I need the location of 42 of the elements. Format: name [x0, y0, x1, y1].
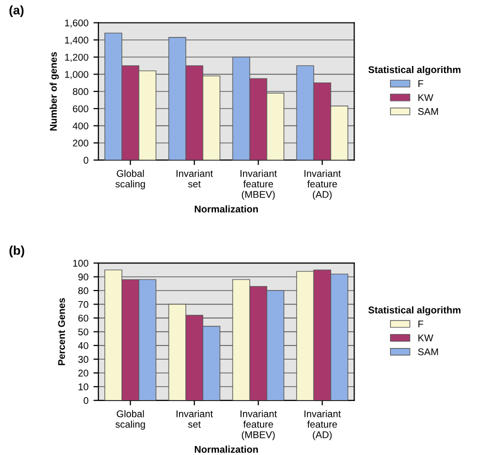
- y-tick-label: 30: [78, 356, 88, 363]
- y-tick-label: 60: [78, 314, 88, 322]
- y-tick-label: 600: [72, 105, 88, 112]
- legend-label: SAM: [418, 348, 438, 356]
- y-tick-label: 10: [78, 383, 88, 390]
- y-tick-label: 400: [72, 122, 88, 130]
- x-tick-label: Invariant set: [176, 410, 213, 428]
- x-tick-label: Invariant feature (MBEV): [240, 410, 277, 440]
- y-tick-label: 1,600: [65, 19, 88, 28]
- y-tick-label: 40: [78, 342, 88, 350]
- chart-title: (a): [9, 5, 24, 18]
- legend-title: Statistical algorithm: [368, 66, 460, 76]
- legend-label: F: [418, 320, 424, 328]
- legend-label: KW: [418, 334, 434, 342]
- x-tick-label: Invariant set: [176, 170, 213, 188]
- legend-label: SAM: [418, 108, 438, 115]
- y-tick-label: 80: [78, 287, 88, 294]
- x-tick-label: Global scaling: [116, 410, 145, 430]
- y-tick-label: 1,400: [65, 36, 88, 45]
- y-tick-label: 20: [78, 370, 88, 377]
- y-tick-label: 0: [84, 156, 88, 164]
- y-tick-label: 800: [72, 88, 88, 96]
- chart-title: (b): [9, 246, 24, 258]
- y-tick-label: 70: [78, 301, 88, 308]
- legend-label: F: [418, 80, 424, 87]
- x-tick-label: Global scaling: [116, 170, 145, 190]
- x-tick-label: Invariant feature (AD): [304, 170, 341, 200]
- y-tick-label: 90: [78, 274, 88, 280]
- x-axis-title: Normalization: [194, 446, 258, 453]
- x-tick-label: Invariant feature (MBEV): [240, 170, 277, 200]
- y-tick-label: 100: [73, 260, 88, 267]
- y-axis-title: Number of genes: [50, 52, 59, 130]
- y-tick-label: 0: [84, 397, 88, 404]
- x-tick-label: Invariant feature (AD): [304, 410, 341, 440]
- y-axis-title: Percent Genes: [58, 298, 65, 366]
- x-axis-title: Normalization: [194, 205, 258, 213]
- legend-title: Statistical algorithm: [368, 306, 460, 316]
- y-tick-label: 1,000: [65, 70, 88, 80]
- y-tick-label: 200: [72, 140, 88, 147]
- y-tick-label: 1,200: [65, 54, 88, 62]
- legend-label: KW: [418, 94, 434, 101]
- y-tick-label: 50: [78, 328, 88, 336]
